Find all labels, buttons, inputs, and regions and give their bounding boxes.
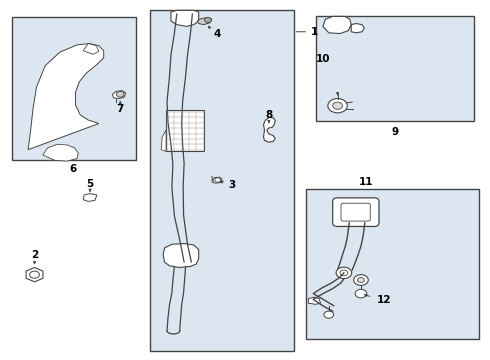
Circle shape <box>328 99 347 113</box>
Text: 9: 9 <box>392 127 399 137</box>
Circle shape <box>333 102 343 109</box>
Bar <box>12 18 136 160</box>
Polygon shape <box>351 23 365 33</box>
Circle shape <box>340 270 348 276</box>
Bar <box>316 16 474 121</box>
Bar <box>166 111 204 152</box>
Polygon shape <box>113 91 125 99</box>
Polygon shape <box>212 177 222 183</box>
Circle shape <box>30 271 39 278</box>
Circle shape <box>354 275 368 285</box>
Polygon shape <box>264 117 275 142</box>
Bar <box>306 189 479 339</box>
Polygon shape <box>83 44 99 54</box>
Text: 7: 7 <box>117 104 124 113</box>
Polygon shape <box>28 44 104 150</box>
Circle shape <box>215 178 220 182</box>
Text: 5: 5 <box>86 179 94 189</box>
Polygon shape <box>43 144 78 161</box>
Circle shape <box>355 289 367 298</box>
Text: 3: 3 <box>228 180 235 190</box>
Text: 11: 11 <box>359 177 373 187</box>
Polygon shape <box>83 194 97 202</box>
Polygon shape <box>323 17 351 33</box>
Text: 4: 4 <box>213 28 220 39</box>
Circle shape <box>336 267 352 279</box>
FancyBboxPatch shape <box>341 203 370 221</box>
Polygon shape <box>26 267 43 282</box>
FancyBboxPatch shape <box>333 198 379 226</box>
Circle shape <box>116 91 124 97</box>
Circle shape <box>358 278 365 283</box>
Text: 1: 1 <box>311 27 318 37</box>
Polygon shape <box>161 130 166 152</box>
Polygon shape <box>171 10 199 26</box>
Polygon shape <box>197 18 212 24</box>
Circle shape <box>204 18 211 22</box>
Bar <box>150 10 294 351</box>
Text: 8: 8 <box>265 110 272 120</box>
Polygon shape <box>308 297 320 304</box>
Circle shape <box>324 311 334 318</box>
Text: 2: 2 <box>31 250 38 260</box>
Polygon shape <box>163 244 199 267</box>
Text: 10: 10 <box>316 54 330 64</box>
Text: 12: 12 <box>376 295 391 305</box>
Text: 6: 6 <box>70 164 77 174</box>
